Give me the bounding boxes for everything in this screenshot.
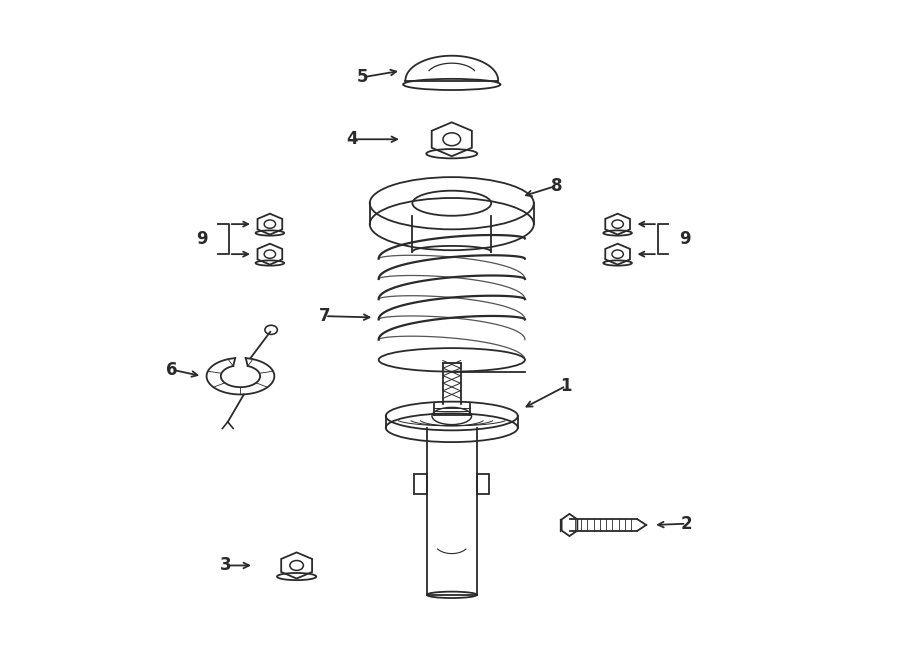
Text: 4: 4: [346, 130, 357, 148]
Text: 9: 9: [196, 230, 208, 248]
Text: 3: 3: [220, 557, 231, 574]
Text: 2: 2: [680, 515, 692, 533]
Text: 9: 9: [679, 230, 690, 248]
Text: 6: 6: [166, 361, 177, 379]
Text: 5: 5: [357, 68, 368, 87]
Text: 7: 7: [320, 307, 331, 325]
Text: 1: 1: [560, 377, 572, 395]
Text: 8: 8: [551, 176, 562, 194]
